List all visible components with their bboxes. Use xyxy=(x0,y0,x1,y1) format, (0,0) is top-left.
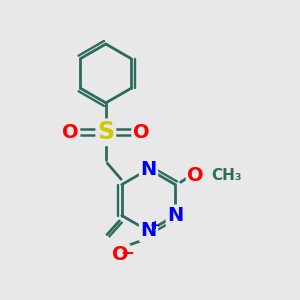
Text: +: + xyxy=(150,219,160,232)
Text: N: N xyxy=(140,160,157,178)
Text: O: O xyxy=(187,166,204,184)
Text: O: O xyxy=(133,123,149,142)
Text: −: − xyxy=(120,243,134,261)
Text: O: O xyxy=(62,123,79,142)
Text: N: N xyxy=(167,206,183,225)
Text: N: N xyxy=(140,221,157,241)
Text: O: O xyxy=(112,245,129,264)
Text: CH₃: CH₃ xyxy=(211,167,242,182)
Text: S: S xyxy=(97,120,114,144)
